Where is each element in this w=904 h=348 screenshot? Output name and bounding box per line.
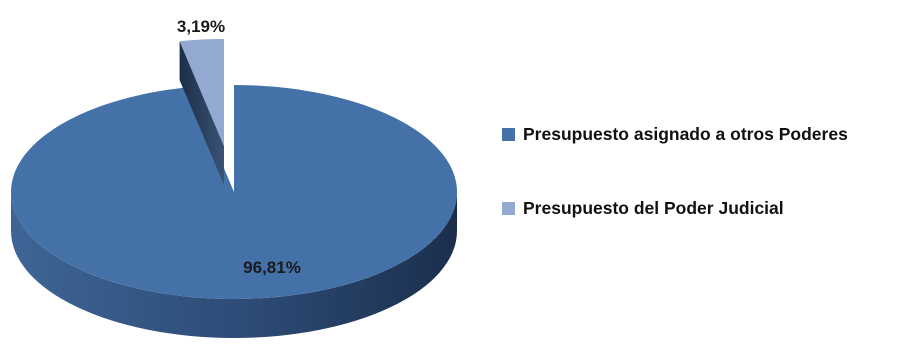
legend-label-otros-poderes: Presupuesto asignado a otros Poderes: [523, 123, 848, 144]
slice-otros-poderes: [10, 85, 457, 299]
legend-swatch-poder-judicial: [502, 201, 515, 215]
legend-item-otros-poderes: Presupuesto asignado a otros Poderes: [502, 122, 848, 146]
legend: Presupuesto asignado a otros Poderes Pre…: [502, 122, 848, 220]
slice-side-poder-judicial: [179, 41, 224, 185]
data-label-otros-poderes: 96,81%: [243, 258, 301, 277]
slice-poder-judicial: [179, 39, 224, 146]
legend-swatch-otros-poderes: [502, 127, 515, 141]
legend-item-poder-judicial: Presupuesto del Poder Judicial: [502, 196, 848, 220]
legend-label-poder-judicial: Presupuesto del Poder Judicial: [523, 197, 784, 218]
slice-side-otros-poderes: [11, 192, 457, 338]
data-label-poder-judicial: 3,19%: [177, 17, 225, 36]
